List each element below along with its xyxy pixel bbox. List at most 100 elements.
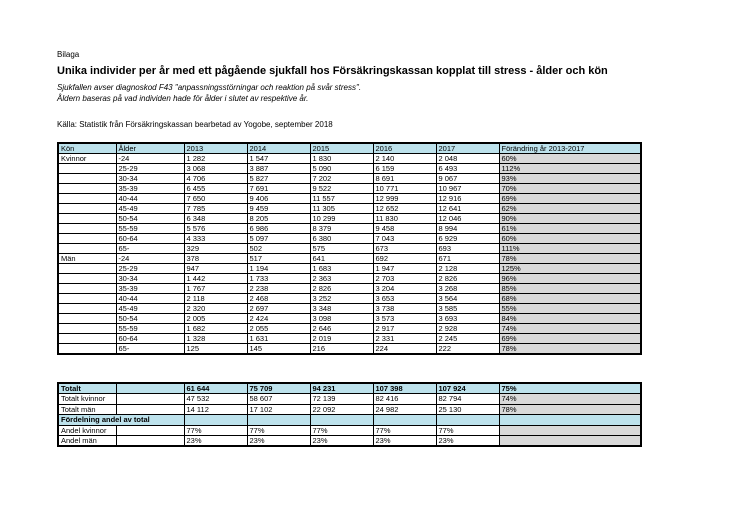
change-percent-cell: 93%	[498, 173, 642, 184]
summary-value-cell: 61 644	[183, 382, 248, 394]
column-header: Kön	[57, 142, 117, 154]
table-row: 60-64 4 333 5 097 6 380 7 043 6 929 60%	[57, 233, 642, 244]
year-value-cell: 216	[309, 343, 374, 355]
year-value-cell: 2 646	[309, 323, 374, 334]
year-value-cell: 12 916	[435, 193, 500, 204]
year-value-cell: 9 459	[246, 203, 311, 214]
summary-table: Totalt 61 644 75 709 94 231 107 398 107 924 75…	[57, 382, 642, 447]
year-value-cell: 1 282	[183, 153, 248, 164]
gender-cell	[57, 223, 117, 234]
change-percent-cell: 61%	[498, 223, 642, 234]
year-value-cell: 2 238	[246, 283, 311, 294]
table-row: 50-54 2 005 2 424 3 098 3 573 3 693 84%	[57, 313, 642, 324]
page-title: Unika individer per år med ett pågående …	[57, 65, 608, 77]
year-value-cell: 6 493	[435, 163, 500, 174]
gender-cell	[57, 273, 117, 284]
gender-cell	[57, 173, 117, 184]
year-value-cell: 7 691	[246, 183, 311, 194]
year-value-cell: 1 194	[246, 263, 311, 274]
change-percent-cell: 70%	[498, 183, 642, 194]
table-row: 40-44 2 118 2 468 3 252 3 653 3 564 68%	[57, 293, 642, 304]
summary-empty-cell	[115, 382, 185, 394]
change-percent-cell: 78%	[498, 343, 642, 355]
year-value-cell: 224	[372, 343, 437, 355]
summary-value-cell: 82 794	[435, 393, 500, 405]
year-value-cell: 2 019	[309, 333, 374, 344]
gender-cell	[57, 333, 117, 344]
subtitle-line-1: Sjukfallen avser diagnoskod F43 "anpassn…	[57, 83, 362, 92]
table-row: 35-39 1 767 2 238 2 826 3 204 3 268 85%	[57, 283, 642, 294]
summary-row: Totalt kvinnor 47 532 58 607 72 139 82 416 82…	[57, 393, 642, 405]
table-row: 40-44 7 650 9 406 11 557 12 999 12 916 69%	[57, 193, 642, 204]
table-row: 65- 125 145 216 224 222 78%	[57, 343, 642, 355]
age-cell: 30-34	[115, 173, 185, 184]
year-value-cell: 378	[183, 253, 248, 264]
age-cell: 45-49	[115, 203, 185, 214]
gender-cell	[57, 303, 117, 314]
summary-change-cell	[498, 424, 642, 436]
year-value-cell: 2 703	[372, 273, 437, 284]
summary-value-cell: 23%	[372, 435, 437, 447]
year-value-cell: 641	[309, 253, 374, 264]
year-value-cell: 12 641	[435, 203, 500, 214]
age-cell: 30-34	[115, 273, 185, 284]
year-value-cell: 10 771	[372, 183, 437, 194]
change-percent-cell: 96%	[498, 273, 642, 284]
summary-label: Andel män	[57, 435, 117, 447]
age-cell: 40-44	[115, 193, 185, 204]
table-row: 45-49 7 785 9 459 11 305 12 652 12 641 62%	[57, 203, 642, 214]
change-percent-cell: 111%	[498, 243, 642, 254]
year-value-cell: 3 693	[435, 313, 500, 324]
change-percent-cell: 55%	[498, 303, 642, 314]
year-value-cell: 7 650	[183, 193, 248, 204]
year-value-cell: 3 098	[309, 313, 374, 324]
year-value-cell: 692	[372, 253, 437, 264]
year-value-cell: 2 331	[372, 333, 437, 344]
age-cell: 40-44	[115, 293, 185, 304]
gender-cell	[57, 263, 117, 274]
gender-cell	[57, 203, 117, 214]
change-percent-cell: 62%	[498, 203, 642, 214]
year-value-cell: 2 468	[246, 293, 311, 304]
summary-label: Totalt	[57, 382, 117, 394]
gender-cell	[57, 243, 117, 254]
year-value-cell: 8 379	[309, 223, 374, 234]
table-row: 45-49 2 320 2 697 3 348 3 738 3 585 55%	[57, 303, 642, 314]
year-value-cell: 947	[183, 263, 248, 274]
table-row: 50-54 6 348 8 205 10 299 11 830 12 046 90%	[57, 213, 642, 224]
year-value-cell: 3 573	[372, 313, 437, 324]
year-value-cell: 6 455	[183, 183, 248, 194]
gender-cell	[57, 283, 117, 294]
age-cell: 35-39	[115, 283, 185, 294]
summary-label: Andel kvinnor	[57, 424, 117, 436]
summary-value-cell: 25 130	[435, 403, 500, 415]
year-value-cell: 11 830	[372, 213, 437, 224]
age-cell: 60-64	[115, 333, 185, 344]
change-percent-cell: 84%	[498, 313, 642, 324]
summary-value-cell: 107 398	[372, 382, 437, 394]
table-row: 55-59 1 682 2 055 2 646 2 917 2 928 74%	[57, 323, 642, 334]
gender-cell	[57, 233, 117, 244]
age-cell: -24	[115, 253, 185, 264]
summary-change-cell: 75%	[498, 382, 642, 394]
gender-cell	[57, 193, 117, 204]
change-percent-cell: 68%	[498, 293, 642, 304]
summary-row: Totalt män 14 112 17 102 22 092 24 982 25 130…	[57, 403, 642, 415]
table-row: 25-29 947 1 194 1 683 1 947 2 128 125%	[57, 263, 642, 274]
summary-empty-cell	[115, 393, 185, 405]
summary-row: Andel män 23% 23% 23% 23% 23%	[57, 435, 642, 447]
summary-value-cell	[183, 414, 248, 426]
year-value-cell: 9 067	[435, 173, 500, 184]
summary-value-cell: 94 231	[309, 382, 374, 394]
gender-cell	[57, 323, 117, 334]
year-value-cell: 1 683	[309, 263, 374, 274]
year-value-cell: 145	[246, 343, 311, 355]
year-value-cell: 1 631	[246, 333, 311, 344]
year-value-cell: 10 967	[435, 183, 500, 194]
gender-cell	[57, 183, 117, 194]
gender-cell: Män	[57, 253, 117, 264]
year-value-cell: 3 887	[246, 163, 311, 174]
year-value-cell: 2 048	[435, 153, 500, 164]
summary-value-cell: 23%	[183, 435, 248, 447]
gender-cell	[57, 293, 117, 304]
